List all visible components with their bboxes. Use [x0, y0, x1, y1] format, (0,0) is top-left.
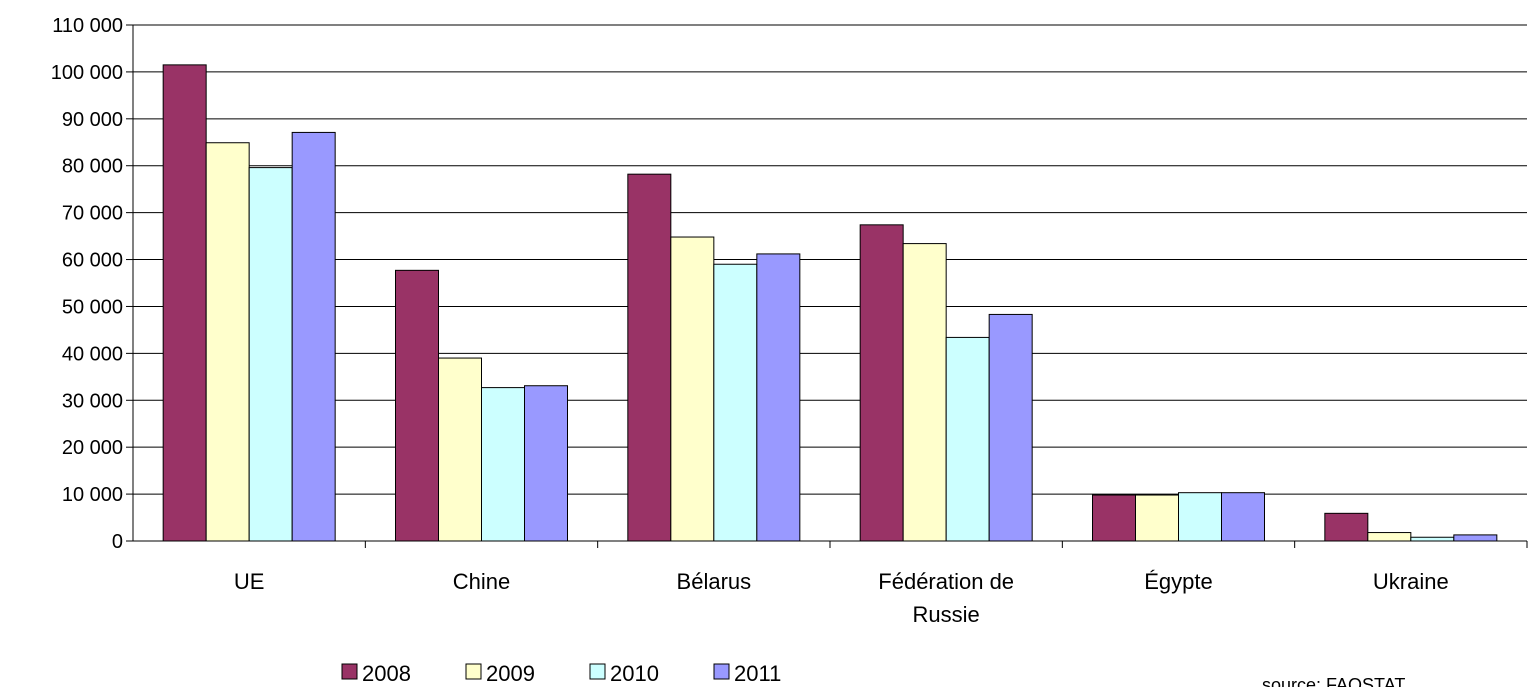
x-category-label: Ukraine: [1373, 569, 1449, 594]
source-note: source: FAOSTAT: [1262, 675, 1405, 687]
bars: [162, 64, 1498, 542]
x-category-label: Chine: [453, 569, 510, 594]
bar-2008-0: [162, 64, 207, 542]
bar-2008-2: [627, 173, 672, 542]
bar-2010-3: [945, 336, 990, 542]
y-tick-label: 90 000: [62, 109, 123, 131]
y-tick-label: 40 000: [62, 343, 123, 365]
bar-2009-3: [902, 243, 947, 542]
x-category-label-line: Chine: [453, 569, 510, 594]
bar-2011-0: [291, 131, 336, 542]
x-category-label: Bélarus: [677, 569, 752, 594]
x-category-label-line: Égypte: [1144, 569, 1213, 594]
bar-2010-0: [248, 167, 293, 542]
y-tick-label: 0: [112, 531, 123, 553]
legend-swatch-2011: [713, 663, 730, 680]
y-tick-label: 110 000: [52, 15, 123, 37]
bar-2009-0: [205, 142, 250, 542]
legend-label-2008: 2008: [362, 661, 411, 686]
bar-2010-4: [1178, 492, 1222, 542]
bar-2011-3: [988, 313, 1033, 542]
y-tick-label: 10 000: [62, 484, 123, 506]
axes: [132, 25, 1528, 548]
legend: 2008 2009 2010 2011: [341, 661, 781, 686]
legend-label-2009: 2009: [486, 661, 535, 686]
bar-2011-1: [524, 385, 568, 542]
legend-label-2010: 2010: [610, 661, 659, 686]
bar-2011-4: [1221, 492, 1265, 542]
x-category-label: Égypte: [1144, 569, 1213, 594]
y-tick-label: 80 000: [62, 156, 123, 178]
bar-2009-1: [438, 357, 482, 542]
bar-2009-4: [1135, 494, 1179, 542]
y-tick-label: 30 000: [62, 390, 123, 412]
x-category-label-line: Ukraine: [1373, 569, 1449, 594]
x-category-label: Fédération de Russie: [878, 569, 1014, 627]
x-category-label-line: Fédération de: [878, 569, 1014, 594]
legend-swatch-2010: [589, 663, 606, 680]
bar-2010-1: [481, 387, 525, 542]
legend-label-2011: 2011: [734, 661, 781, 686]
x-category-label-line: UE: [234, 569, 265, 594]
x-category-label-line: Russie: [913, 602, 980, 627]
y-tick-label: 100 000: [51, 62, 123, 84]
bar-2010-2: [713, 263, 758, 542]
y-tick-label: 50 000: [62, 296, 123, 318]
bar-2008-4: [1092, 494, 1136, 542]
x-axis-categories: UE Chine Bélarus Fédération de Russie Égypte U…: [234, 569, 1449, 627]
bar-2009-5: [1367, 532, 1412, 542]
bar-2008-1: [395, 269, 439, 542]
bar-2008-5: [1324, 512, 1369, 542]
y-tick-label: 60 000: [62, 250, 123, 272]
bar-2009-2: [670, 236, 715, 542]
bar-2011-5: [1453, 534, 1498, 542]
legend-swatch-2008: [341, 663, 358, 680]
gridlines: [133, 24, 1527, 495]
bar-2010-5: [1410, 536, 1455, 542]
y-axis-ticks: 0 10 000 20 000 30 000 40 000 50 000 60 000 70 …: [51, 15, 133, 553]
bar-2008-3: [859, 224, 904, 542]
x-category-label: UE: [234, 569, 265, 594]
bar-2011-2: [756, 253, 801, 542]
y-tick-label: 70 000: [62, 203, 123, 225]
x-category-label-line: Bélarus: [677, 569, 752, 594]
y-tick-label: 20 000: [62, 437, 123, 459]
legend-swatch-2009: [465, 663, 482, 680]
